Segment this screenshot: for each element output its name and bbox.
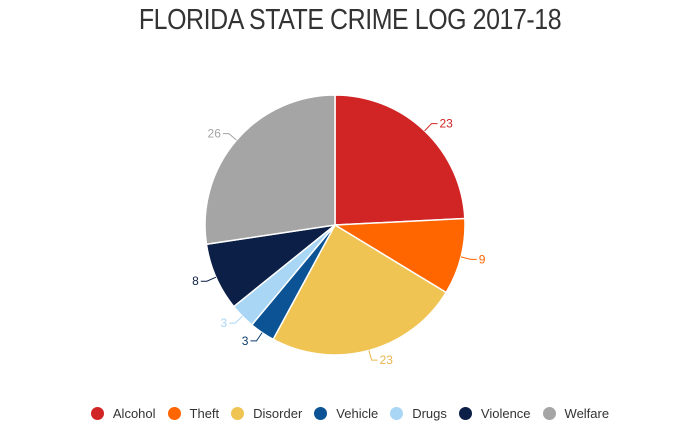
legend-swatch-icon xyxy=(314,407,328,420)
leader-line xyxy=(200,276,217,282)
legend-label: Drugs xyxy=(412,406,447,421)
pie-slice-alcohol[interactable] xyxy=(334,94,466,226)
legend-item-alcohol[interactable]: Alcohol xyxy=(90,406,156,421)
leader-line xyxy=(368,350,378,361)
slice-value-label: 3 xyxy=(221,316,228,330)
legend-label: Alcohol xyxy=(112,406,156,421)
legend-label: Disorder xyxy=(253,406,303,421)
pie-slice-theft[interactable] xyxy=(332,217,466,294)
legend-label: Theft xyxy=(189,406,220,421)
legend-label: Vehicle xyxy=(336,406,379,421)
slice-value-label: 26 xyxy=(208,127,222,141)
leader-line xyxy=(424,123,438,132)
legend-item-drugs[interactable]: Drugs xyxy=(390,406,447,421)
slice-value-label: 9 xyxy=(479,252,486,266)
legend-item-vehicle[interactable]: Vehicle xyxy=(314,406,378,421)
legend-swatch-icon xyxy=(390,407,404,420)
legend-swatch-icon xyxy=(542,407,556,420)
pie-slice-disorder[interactable] xyxy=(272,223,448,356)
chart-title: FLORIDA STATE CRIME LOG 2017-18 xyxy=(138,4,562,36)
pie-slice-welfare[interactable] xyxy=(204,94,336,246)
legend-item-theft[interactable]: Theft xyxy=(167,406,220,421)
legend: Alcohol Theft Disorder Vehicle Drugs Violence… xyxy=(0,406,700,421)
slice-value-label: 23 xyxy=(440,117,454,131)
legend-swatch-icon xyxy=(458,407,472,420)
legend-item-disorder[interactable]: Disorder xyxy=(231,406,302,421)
legend-swatch-icon xyxy=(231,407,245,420)
legend-swatch-icon xyxy=(167,407,181,420)
leader-line xyxy=(229,315,243,324)
legend-item-welfare[interactable]: Welfare xyxy=(542,406,610,421)
slice-value-label: 8 xyxy=(192,274,199,288)
leader-line xyxy=(222,133,237,141)
leader-line xyxy=(460,256,477,260)
legend-label: Violence xyxy=(480,406,531,421)
legend-label: Welfare xyxy=(564,406,610,421)
legend-swatch-icon xyxy=(90,407,104,420)
legend-item-violence[interactable]: Violence xyxy=(458,406,531,421)
slice-value-label: 3 xyxy=(242,334,249,348)
leader-line xyxy=(250,332,263,342)
slice-value-label: 23 xyxy=(380,353,394,367)
